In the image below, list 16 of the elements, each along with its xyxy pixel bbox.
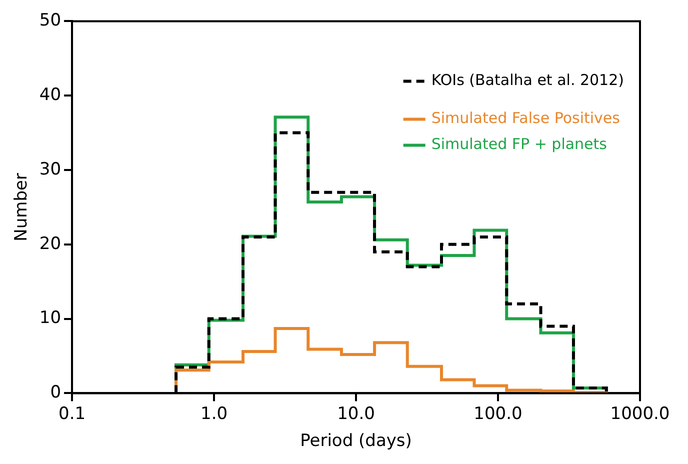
x-tick-label: 10.0	[337, 404, 375, 424]
y-tick-label: 10	[39, 308, 62, 328]
y-axis-title: Number	[12, 173, 32, 242]
x-tick-label: 1000.0	[610, 404, 670, 424]
legend-label: Simulated False Positives	[431, 109, 620, 128]
y-tick-label: 30	[39, 159, 62, 180]
legend-label: KOIs (Batalha et al. 2012)	[431, 71, 624, 90]
x-tick-label: 100.0	[474, 404, 522, 424]
y-tick-label: 40	[39, 85, 62, 106]
x-tick-label: 0.1	[58, 404, 86, 424]
x-axis-title: Period (days)	[300, 431, 412, 452]
y-tick-label: 0	[50, 382, 62, 403]
y-tick-label: 20	[39, 234, 62, 254]
y-tick-label: 50	[39, 10, 62, 31]
x-tick-label: 1.0	[200, 404, 228, 424]
legend-label: Simulated FP + planets	[431, 135, 608, 154]
